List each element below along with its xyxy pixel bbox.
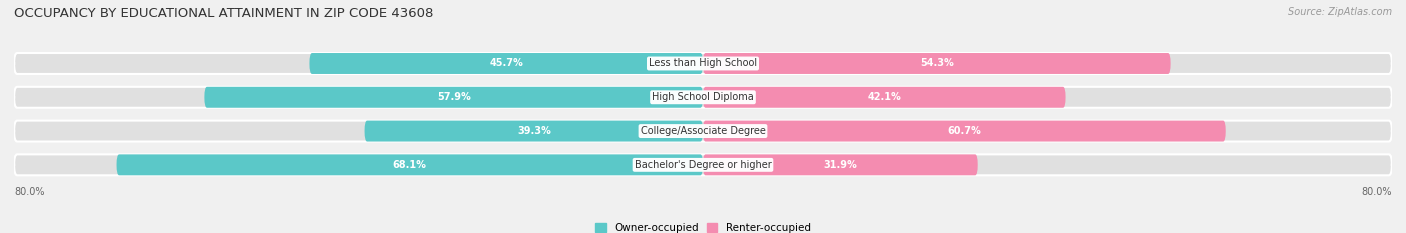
Text: Source: ZipAtlas.com: Source: ZipAtlas.com bbox=[1288, 7, 1392, 17]
FancyBboxPatch shape bbox=[14, 121, 1392, 141]
FancyBboxPatch shape bbox=[14, 87, 1392, 108]
Text: 80.0%: 80.0% bbox=[1361, 187, 1392, 197]
FancyBboxPatch shape bbox=[14, 154, 1392, 175]
Text: 68.1%: 68.1% bbox=[392, 160, 426, 170]
Text: 31.9%: 31.9% bbox=[824, 160, 858, 170]
FancyBboxPatch shape bbox=[703, 154, 977, 175]
Text: 45.7%: 45.7% bbox=[489, 58, 523, 69]
Text: 54.3%: 54.3% bbox=[920, 58, 953, 69]
Text: Bachelor's Degree or higher: Bachelor's Degree or higher bbox=[634, 160, 772, 170]
FancyBboxPatch shape bbox=[364, 121, 703, 141]
Text: 42.1%: 42.1% bbox=[868, 92, 901, 102]
FancyBboxPatch shape bbox=[703, 53, 1171, 74]
FancyBboxPatch shape bbox=[703, 87, 1066, 108]
Text: 39.3%: 39.3% bbox=[517, 126, 551, 136]
Legend: Owner-occupied, Renter-occupied: Owner-occupied, Renter-occupied bbox=[591, 219, 815, 233]
Text: High School Diploma: High School Diploma bbox=[652, 92, 754, 102]
Text: OCCUPANCY BY EDUCATIONAL ATTAINMENT IN ZIP CODE 43608: OCCUPANCY BY EDUCATIONAL ATTAINMENT IN Z… bbox=[14, 7, 433, 20]
FancyBboxPatch shape bbox=[204, 87, 703, 108]
FancyBboxPatch shape bbox=[117, 154, 703, 175]
Text: 80.0%: 80.0% bbox=[14, 187, 45, 197]
Text: College/Associate Degree: College/Associate Degree bbox=[641, 126, 765, 136]
Text: Less than High School: Less than High School bbox=[650, 58, 756, 69]
Text: 60.7%: 60.7% bbox=[948, 126, 981, 136]
FancyBboxPatch shape bbox=[309, 53, 703, 74]
FancyBboxPatch shape bbox=[703, 121, 1226, 141]
Text: 57.9%: 57.9% bbox=[437, 92, 471, 102]
FancyBboxPatch shape bbox=[14, 53, 1392, 74]
